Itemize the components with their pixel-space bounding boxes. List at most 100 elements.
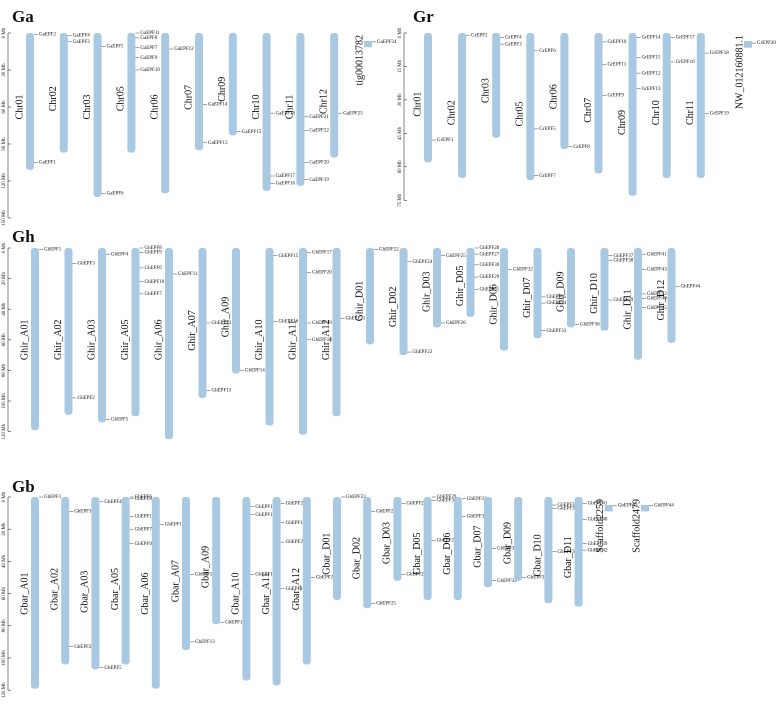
chromosome-bar bbox=[628, 33, 637, 196]
chromosome-name: Ghir_A10 bbox=[254, 320, 265, 361]
gene-label: GbEPF36 bbox=[557, 506, 577, 511]
scaffold-bar bbox=[641, 505, 649, 512]
scale-label: 150 Mb bbox=[2, 210, 7, 226]
scale-label: 20 Mb bbox=[2, 272, 7, 286]
gene-label: GaEPF18 bbox=[276, 111, 296, 116]
gene-label: GhEPF35 bbox=[547, 295, 567, 300]
scale-label: 100 Mb bbox=[2, 650, 7, 666]
chromosome-bar bbox=[333, 497, 341, 601]
gene-label: GbEPF1 bbox=[44, 495, 62, 500]
gene-label: GaEPF16 bbox=[276, 182, 296, 187]
gene-label: GhEPF41 bbox=[647, 252, 667, 257]
gene-label: GrEPF5 bbox=[539, 127, 556, 132]
scaffold-bar bbox=[744, 41, 752, 48]
scaffold-bar bbox=[604, 505, 613, 512]
chromosome-name: Gbar_D10 bbox=[533, 534, 544, 576]
gene-label: GrEPF7 bbox=[539, 174, 556, 179]
chromosome-name: Chr07 bbox=[183, 85, 194, 110]
gene-label: GaEPF4 bbox=[73, 34, 90, 39]
gene-label: GbEPF9 bbox=[135, 542, 153, 547]
gene-label: GbEPF26 bbox=[406, 572, 426, 577]
gene-label: GrEPF14 bbox=[642, 36, 661, 41]
chromosome-bar bbox=[131, 248, 140, 417]
chromosome-name: Ghir_D11 bbox=[622, 289, 633, 329]
gene-label: GaEPF19 bbox=[309, 178, 329, 183]
panel-title: Gb bbox=[12, 477, 35, 496]
gene-label: GhEPF13 bbox=[212, 388, 232, 393]
gene-label: GbEPF23 bbox=[346, 495, 366, 500]
chromosome-bar bbox=[634, 248, 642, 360]
gene-label: GrEPF15 bbox=[642, 56, 661, 61]
chromosome-bar bbox=[533, 248, 542, 339]
gene-label: GhEPF6 bbox=[145, 266, 163, 271]
gene-label: GaEPF8 bbox=[140, 36, 157, 41]
gene-label: GaEPF2 bbox=[39, 32, 56, 37]
chromosome-bar bbox=[667, 248, 676, 343]
gene-label: GhEPF12 bbox=[212, 321, 232, 326]
chromosome-bar bbox=[151, 497, 160, 689]
gene-label: GrEPF17 bbox=[676, 36, 695, 41]
chromosome-name: Chr09 bbox=[217, 77, 228, 102]
scaffold-name: Scaffold2479 bbox=[631, 499, 642, 553]
gene-label: GhEPF32 bbox=[513, 268, 533, 273]
chromosome-bar bbox=[366, 248, 374, 345]
chromosome-bar bbox=[302, 497, 311, 665]
chromosome-name: Gbar_D11 bbox=[563, 536, 574, 578]
chromosome-name: Chr09 bbox=[617, 110, 628, 135]
chromosome-bar bbox=[272, 497, 281, 686]
gene-label: GbEPF8 bbox=[135, 497, 153, 502]
gene-label: GbEPF15 bbox=[255, 572, 275, 577]
gene-label: GhEPF1 bbox=[44, 248, 62, 253]
gene-label: GhEPF42 bbox=[647, 292, 667, 297]
chromosome-name: Gbar_A07 bbox=[170, 560, 181, 602]
gene-label: GaEPF23 bbox=[343, 111, 363, 116]
chromosome-name: Ghir_D03 bbox=[421, 271, 432, 312]
gene-label: GaEPF3 bbox=[73, 40, 90, 45]
chromosome-name: Gbar_A05 bbox=[110, 568, 121, 610]
panel-title: Ga bbox=[12, 7, 34, 26]
chromosome-bar bbox=[299, 248, 307, 435]
chromosome-name: Ghir_A12 bbox=[321, 320, 332, 361]
scaffold-name: Scaffold2259 bbox=[595, 499, 606, 553]
gene-label: GaEPF13 bbox=[208, 141, 228, 146]
chromosome-bar bbox=[594, 33, 603, 174]
chromosome-bar bbox=[198, 248, 207, 398]
scale-label: 30 Mb bbox=[398, 93, 403, 107]
gene-label: GrEPF19 bbox=[710, 111, 729, 116]
gene-label: GbEPF24 bbox=[376, 510, 396, 515]
chromosome-name: Ghir_D02 bbox=[388, 287, 399, 328]
chromosome-name: Chr12 bbox=[318, 89, 329, 114]
scale-label: 90 Mb bbox=[2, 137, 7, 151]
gene-label: GbEPF28 bbox=[437, 539, 457, 544]
chromosome-name: Chr10 bbox=[651, 100, 662, 125]
chromosome-name: Chr10 bbox=[251, 94, 262, 119]
chromosome-bar bbox=[161, 33, 170, 194]
chromosome-bar bbox=[500, 248, 508, 351]
gene-label: GbEPF16 bbox=[255, 513, 275, 518]
chromosome-name: Chr05 bbox=[116, 86, 127, 111]
gene-label: GbEPF30 bbox=[437, 498, 457, 503]
chromosome-bar bbox=[423, 497, 432, 601]
chromosome-bar bbox=[433, 248, 441, 328]
chromosome-bar bbox=[696, 33, 705, 178]
gene-label: GaEPF10 bbox=[140, 68, 160, 73]
chromosome-bar bbox=[127, 33, 136, 153]
gene-label: GbEPF17 bbox=[255, 505, 275, 510]
gene-label: GhEPF4 bbox=[111, 252, 129, 257]
chromosome-name: Chr06 bbox=[549, 84, 560, 109]
gene-label: GhEPF28 bbox=[480, 246, 500, 251]
gene-label: GrEPF6 bbox=[539, 49, 556, 54]
chromosome-name: Ghir_D07 bbox=[522, 277, 533, 318]
chromosome-bar bbox=[26, 33, 34, 170]
gene-label: GbEPF39 bbox=[588, 542, 608, 547]
gene-label: GbEPF22 bbox=[316, 576, 336, 581]
gene-label: GhEPF25 bbox=[446, 254, 466, 259]
gene-label: GaEPF6 bbox=[107, 191, 124, 196]
chromosome-bar bbox=[393, 497, 402, 581]
chromosome-bar bbox=[98, 248, 106, 423]
chromosome-bar bbox=[296, 33, 305, 186]
gene-label: GbEPF19 bbox=[286, 587, 306, 592]
gene-label: GbEPF4 bbox=[104, 500, 122, 505]
chromosome-name: Chr01 bbox=[14, 94, 25, 119]
gene-label: GrEPF16 bbox=[676, 60, 695, 65]
